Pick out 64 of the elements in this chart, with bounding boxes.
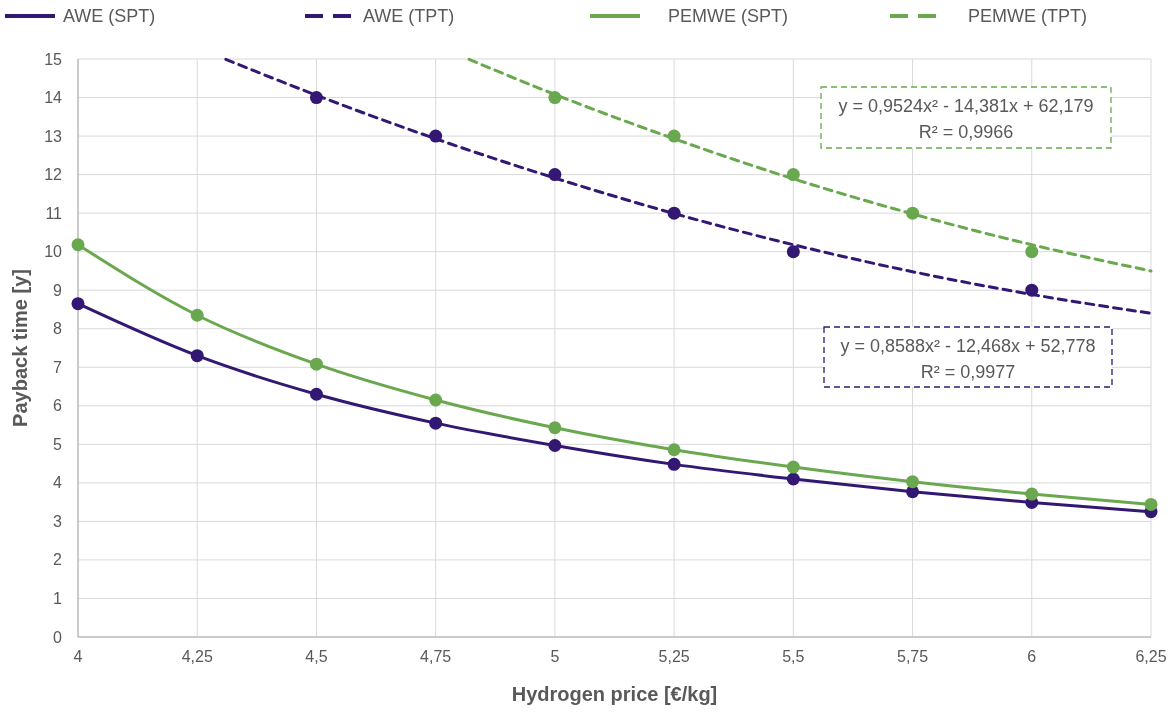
y-tick-label: 10 (44, 243, 63, 261)
x-tick-label: 4,75 (420, 648, 452, 665)
point (190, 308, 204, 322)
x-tick-label: 4,5 (305, 648, 328, 665)
point (71, 238, 85, 252)
x-tick-label: 4 (73, 648, 83, 665)
legend-label: PEMWE (TPT) (968, 6, 1087, 26)
y-tick-label: 8 (53, 320, 63, 338)
point (71, 297, 85, 311)
point (190, 349, 204, 363)
y-tick-label: 4 (53, 474, 63, 492)
point (548, 168, 562, 182)
legend-label: PEMWE (SPT) (668, 6, 788, 26)
y-tick-label: 12 (44, 166, 63, 184)
y-tick-label: 13 (44, 127, 63, 145)
point (548, 421, 562, 435)
x-axis-title: Hydrogen price [€/kg] (511, 683, 718, 705)
x-tick-label: 5 (550, 648, 560, 665)
y-tick-label: 9 (53, 281, 63, 299)
point (548, 91, 562, 105)
y-tick-label: 5 (53, 435, 63, 453)
annotation: y = 0,8588x² - 12,468x + 52,778 R² = 0,9977 (840, 336, 1096, 382)
point (309, 91, 323, 105)
point (906, 206, 920, 220)
point (429, 416, 443, 430)
y-tick-label: 7 (53, 358, 63, 376)
point (309, 387, 323, 401)
point (1025, 487, 1039, 501)
point (786, 245, 800, 259)
x-tick-label: 6,25 (1135, 648, 1167, 665)
point (667, 206, 681, 220)
x-tick-label: 4,25 (181, 648, 213, 665)
line-series (467, 57, 1153, 273)
y-axis-title: Payback time [y] (9, 269, 31, 427)
y-tick-label: 11 (45, 204, 63, 222)
annotation: y = 0,9524x² - 14,381x + 62,179 R² = 0,9966 (838, 96, 1094, 142)
y-tick-label: 1 (53, 589, 63, 607)
point (667, 129, 681, 143)
point (667, 443, 681, 457)
y-tick-label: 2 (53, 551, 63, 569)
legend-label: AWE (SPT) (63, 6, 156, 26)
point (548, 438, 562, 452)
point (1025, 245, 1039, 259)
point (309, 357, 323, 371)
point (786, 460, 800, 474)
point (786, 472, 800, 486)
point (429, 393, 443, 407)
x-tick-label: 5,5 (782, 648, 805, 665)
line-series (224, 57, 1153, 315)
point (667, 457, 681, 471)
y-tick-label: 6 (53, 397, 63, 415)
point (1144, 497, 1158, 511)
point (429, 129, 443, 143)
x-tick-label: 5,25 (658, 648, 690, 665)
y-tick-label: 3 (53, 512, 63, 530)
y-tick-label: 14 (44, 89, 63, 107)
x-tick-label: 5,75 (896, 648, 929, 665)
y-tick-label: 15 (44, 50, 63, 68)
y-tick-label: 0 (53, 628, 63, 646)
legend-label: AWE (TPT) (363, 6, 455, 26)
point (786, 168, 800, 182)
x-tick-label: 6 (1027, 648, 1037, 665)
point (906, 475, 920, 489)
point (1025, 283, 1039, 297)
